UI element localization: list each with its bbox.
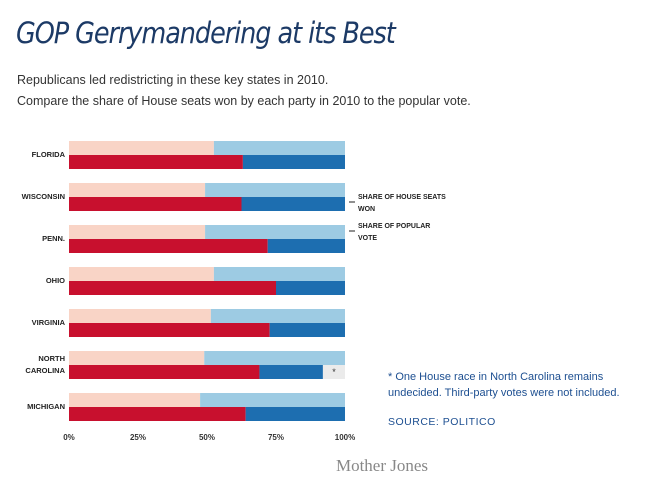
bar-annotation: * [332, 367, 336, 377]
bar-segment [267, 239, 345, 253]
category-label: WISCONSIN [21, 192, 65, 201]
bar-segment [210, 309, 345, 323]
legend-entry: SHARE OF HOUSE SEATS WON [358, 194, 446, 213]
bar-segment [269, 323, 345, 337]
legend-entry: SHARE OF POPULAR VOTE [358, 223, 431, 242]
x-tick-label: 100% [335, 433, 355, 442]
bar-segment [69, 309, 211, 323]
category-label: NORTH CAROLINA [25, 354, 65, 375]
bar-segment [69, 323, 270, 337]
bar-segment [69, 197, 242, 211]
bar-segment [69, 141, 214, 155]
bar-segment [241, 197, 345, 211]
bar-segment [242, 155, 345, 169]
category-label: VIRGINIA [31, 318, 65, 327]
bar-segment [69, 281, 276, 295]
bar-segment [200, 393, 345, 407]
category-label: FLORIDA [31, 150, 65, 159]
subtitle: Republicans led redistricting in these k… [17, 73, 329, 87]
category-label: OHIO [45, 276, 65, 285]
bar-segment [259, 365, 323, 379]
source: SOURCE: POLITICO [388, 416, 496, 428]
bar-segment [69, 407, 246, 421]
bar-segment [69, 393, 201, 407]
bar-segment [245, 407, 345, 421]
bar-segment [69, 267, 214, 281]
bar-segment [276, 281, 345, 295]
subtitle: Compare the share of House seats won by … [17, 94, 471, 108]
bar-segment [69, 183, 206, 197]
category-label: MICHIGAN [27, 402, 65, 411]
bar-segment [69, 365, 260, 379]
x-tick-label: 0% [63, 433, 75, 442]
bar-segment [213, 141, 345, 155]
bar-segment [69, 239, 268, 253]
x-tick-label: 75% [268, 433, 284, 442]
x-tick-label: 25% [130, 433, 146, 442]
credit: Mother Jones [335, 456, 429, 475]
x-tick-label: 50% [199, 433, 215, 442]
chart-title: GOP Gerrymandering at its Best [16, 16, 396, 50]
bar-segment [205, 183, 345, 197]
bar-segment [213, 267, 345, 281]
bar-segment [204, 351, 345, 365]
bar-segment [205, 225, 345, 239]
category-label: PENN. [42, 234, 65, 243]
bar-segment [69, 225, 206, 239]
bar-segment [69, 155, 243, 169]
bar-segment [322, 365, 345, 379]
bar-segment [69, 351, 205, 365]
footnote: * One House race in North Carolina remai… [388, 371, 620, 399]
